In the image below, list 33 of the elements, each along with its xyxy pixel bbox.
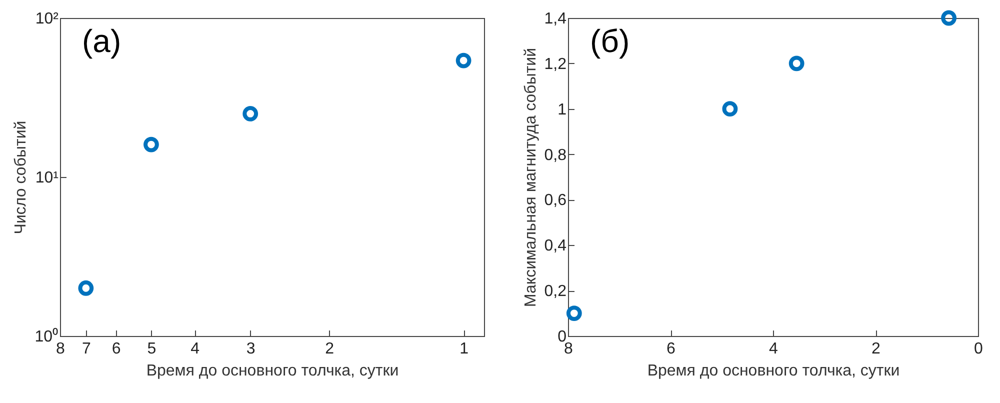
annotation: (б) <box>590 23 630 59</box>
y-axis-title: Число событий <box>12 120 30 234</box>
y-tick-label: 0,2 <box>544 283 567 300</box>
y-tick-label: 0,4 <box>544 238 567 255</box>
x-axis-title: Время до основного толчка, сутки <box>146 362 399 380</box>
y-tick-label: 10² <box>35 10 60 28</box>
x-tick-label: 2 <box>872 340 881 358</box>
x-tick-label: 1 <box>460 340 469 358</box>
y-tick-label: 10¹ <box>35 170 58 186</box>
y-tick-label: 1 <box>558 101 567 118</box>
x-tick-label: 7 <box>82 340 91 358</box>
x-tick-label: 8 <box>56 340 66 358</box>
y-tick-label: 0,8 <box>544 146 567 164</box>
x-tick-label: 6 <box>112 340 121 358</box>
x-tick-label: 6 <box>666 340 676 358</box>
x-axis-title: Время до основного толчка, сутки <box>647 362 900 380</box>
point <box>566 306 582 321</box>
x-tick-label: 2 <box>325 340 334 358</box>
y-tick-label: 10⁰ <box>34 328 58 346</box>
point <box>941 10 956 26</box>
y-tick-label: 0,6 <box>544 192 567 210</box>
point <box>722 101 738 117</box>
y-axis-title: Максимальная магнитуда событий <box>522 48 540 308</box>
annotation: (a) <box>82 23 122 59</box>
y-tick-label: 1,4 <box>544 10 567 28</box>
x-tick-label: 5 <box>147 340 156 358</box>
point <box>788 56 804 72</box>
x-tick-label: 8 <box>564 340 574 358</box>
x-tick-label: 3 <box>246 340 256 358</box>
x-tick-label: 4 <box>769 340 778 358</box>
x-tick-label: 4 <box>190 340 200 358</box>
y-tick-label: 1,2 <box>544 56 567 73</box>
x-tick-label: 0 <box>974 340 984 358</box>
